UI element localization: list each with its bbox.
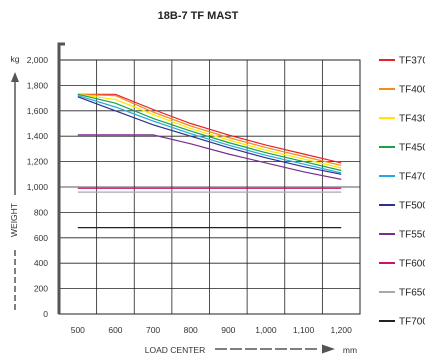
- legend-label: TF450: [399, 143, 425, 154]
- axes: [11, 42, 361, 354]
- y-tick-label: 1,800: [27, 80, 49, 90]
- series-line-tf450: [77, 93, 342, 172]
- legend-label: TF500: [399, 201, 425, 212]
- legend-label: TF400: [399, 85, 425, 96]
- y-axis-label: WEIGHT: [9, 203, 19, 237]
- x-axis-label: LOAD CENTER: [145, 345, 205, 355]
- legend: TF370 TF400 TF430 TF450 TF470 TF500 TF550 TF600…: [379, 56, 425, 328]
- legend-label: TF470: [399, 172, 425, 183]
- series-line-tf430: [77, 93, 342, 169]
- chart-title: 18B-7 TF MAST: [158, 10, 239, 22]
- y-tick-label: 2,000: [27, 55, 49, 65]
- legend-label: TF430: [399, 114, 425, 125]
- x-tick-label: 600: [108, 325, 122, 335]
- y-tick-label: 800: [34, 207, 48, 217]
- series-line-tf370: [77, 93, 342, 164]
- x-unit-label: mm: [343, 345, 357, 355]
- series-line-tf400: [77, 93, 342, 166]
- x-tick-label: 800: [184, 325, 198, 335]
- y-tick-label: 1,600: [27, 106, 49, 116]
- y-tick-label: 600: [34, 233, 48, 243]
- y-tick-label: 1,200: [27, 157, 49, 167]
- x-tick-label: 1,000: [255, 325, 277, 335]
- series-line-tf470: [77, 95, 342, 174]
- legend-label: TF650: [399, 288, 425, 299]
- x-tick-label: 1,200: [331, 325, 353, 335]
- x-tick-label: 700: [146, 325, 160, 335]
- y-tick-label: 400: [34, 258, 48, 268]
- legend-label: TF550: [399, 230, 425, 241]
- x-arrow-head: [322, 344, 335, 354]
- x-tick-label: 1,100: [293, 325, 315, 335]
- series-lines: [77, 93, 342, 229]
- y-tick-label: 1,000: [27, 182, 49, 192]
- legend-label: TF600: [399, 259, 425, 270]
- y-tick-label: 200: [34, 284, 48, 294]
- y-tick-label: 1,400: [27, 131, 49, 141]
- legend-label: TF700: [399, 317, 425, 328]
- x-tick-label: 500: [71, 325, 85, 335]
- legend-label: TF370: [399, 56, 425, 67]
- y-unit-label: kg: [11, 54, 20, 64]
- x-tick-label: 900: [221, 325, 235, 335]
- series-line-tf550: [77, 134, 342, 180]
- series-line-tf500: [77, 96, 342, 175]
- y-tick-label: 0: [43, 309, 48, 319]
- y-arrow-head: [11, 72, 19, 82]
- tick-labels: 0 200 400 600 800 1,000 1,200 1,400 1,600 1,800 2,…: [27, 55, 352, 335]
